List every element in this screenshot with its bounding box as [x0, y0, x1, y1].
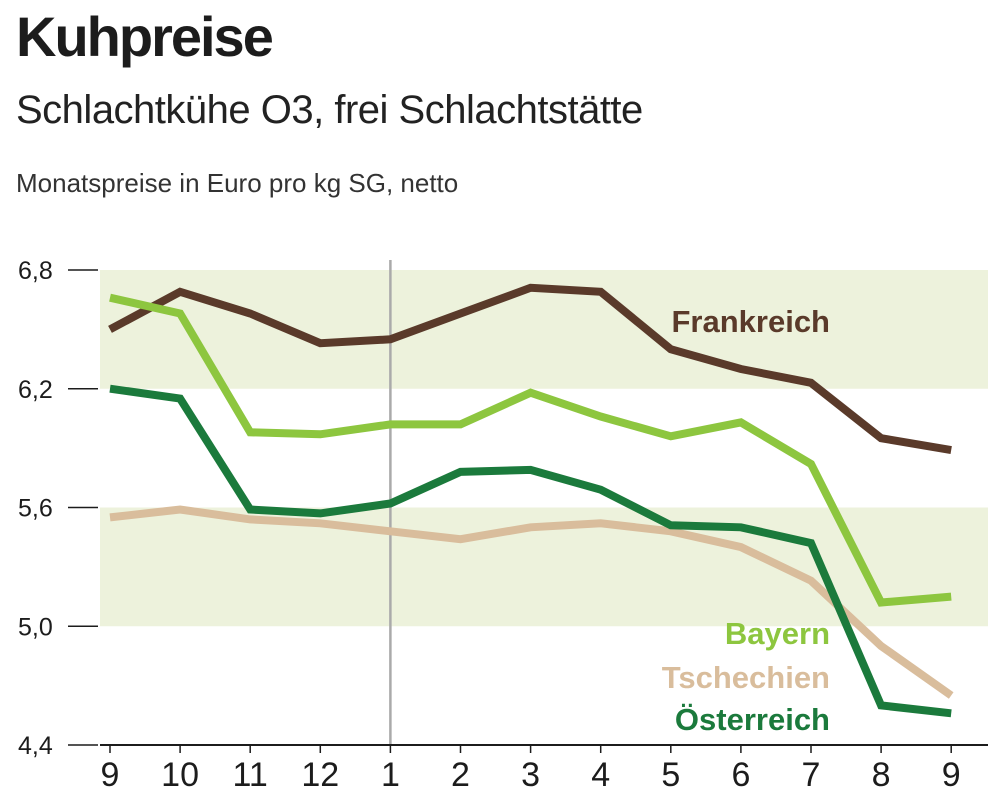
x-tick-label: 4 [591, 756, 610, 794]
x-tick-label: 2 [451, 756, 470, 794]
series-line-bayern [109, 293, 952, 607]
series-line-frankreich [108, 283, 952, 455]
y-tick-label: 5,6 [18, 495, 53, 523]
x-tick-label: 9 [942, 756, 961, 794]
chart-title: Kuhpreise [16, 5, 274, 68]
x-axis: 9 10 11 12 1 2 3 4 5 6 7 8 9 [100, 744, 988, 794]
series-label-bayern: Bayern [725, 616, 830, 651]
x-tick-label: 3 [521, 756, 540, 794]
y-tick-label: 6,2 [18, 376, 53, 404]
x-tick-label: 11 [233, 756, 268, 794]
series-labels: Frankreich Bayern Tschechien Österreich [662, 304, 830, 737]
x-tick-label: 10 [161, 756, 199, 794]
y-axis-ticks: 6,8 6,2 5,6 5,0 4,4 [18, 257, 98, 760]
x-tick-label: 7 [802, 756, 821, 794]
series-label-oesterreich: Österreich [675, 702, 830, 737]
y-axis-label: Monatspreise in Euro pro kg SG, netto [16, 168, 459, 198]
y-tick-label: 5,0 [18, 613, 53, 641]
x-tick-label: 6 [731, 756, 750, 794]
x-tick-label: 5 [661, 756, 680, 794]
x-tick-label: 12 [301, 756, 339, 794]
x-tick-label: 1 [381, 756, 400, 794]
y-tick-label: 4,4 [18, 732, 53, 760]
y-tick-label: 6,8 [18, 257, 53, 285]
series-lines [108, 283, 954, 718]
x-tick-label: 8 [872, 756, 891, 794]
series-label-tschechien: Tschechien [662, 660, 830, 695]
series-line-tschechien [109, 505, 954, 699]
series-label-frankreich: Frankreich [671, 304, 830, 339]
chart-subtitle: Schlachtkühe O3, frei Schlachtstätte [16, 88, 643, 132]
x-tick-label: 9 [101, 756, 120, 794]
series-line-oesterreich [109, 384, 952, 718]
background-bands [100, 270, 988, 627]
